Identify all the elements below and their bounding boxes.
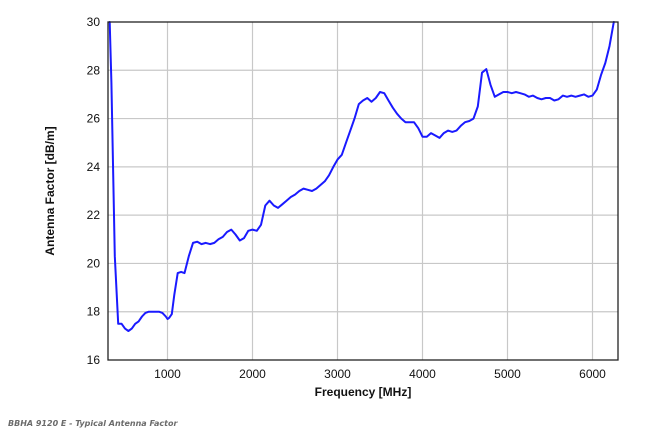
figure-caption: BBHA 9120 E - Typical Antenna Factor (8, 419, 178, 428)
y-tick-labels: 16 18 20 22 24 26 28 30 (87, 15, 101, 367)
y-tick-label: 18 (87, 305, 101, 319)
x-axis-title: Frequency [MHz] (315, 385, 412, 399)
y-tick-label: 24 (87, 160, 101, 174)
y-axis-title: Antenna Factor [dB/m] (43, 126, 57, 255)
x-tick-labels: 1000 2000 3000 4000 5000 6000 (154, 367, 606, 381)
y-tick-label: 28 (87, 63, 101, 77)
x-tick-label: 6000 (579, 367, 606, 381)
antenna-factor-line (108, 21, 615, 332)
x-tick-label: 5000 (494, 367, 521, 381)
x-tick-label: 2000 (239, 367, 266, 381)
y-tick-label: 22 (87, 208, 101, 222)
x-tick-label: 3000 (324, 367, 351, 381)
y-tick-label: 26 (87, 112, 101, 126)
plot-frame (107, 21, 619, 361)
antenna-factor-chart: 1000 2000 3000 4000 5000 6000 16 18 20 22 24 26 28 3… (43, 15, 619, 399)
y-tick-label: 16 (87, 353, 101, 367)
y-tick-label: 30 (87, 15, 101, 29)
x-tick-label: 1000 (154, 367, 181, 381)
x-tick-label: 4000 (409, 367, 436, 381)
grid (108, 22, 618, 360)
y-tick-label: 20 (87, 256, 101, 270)
